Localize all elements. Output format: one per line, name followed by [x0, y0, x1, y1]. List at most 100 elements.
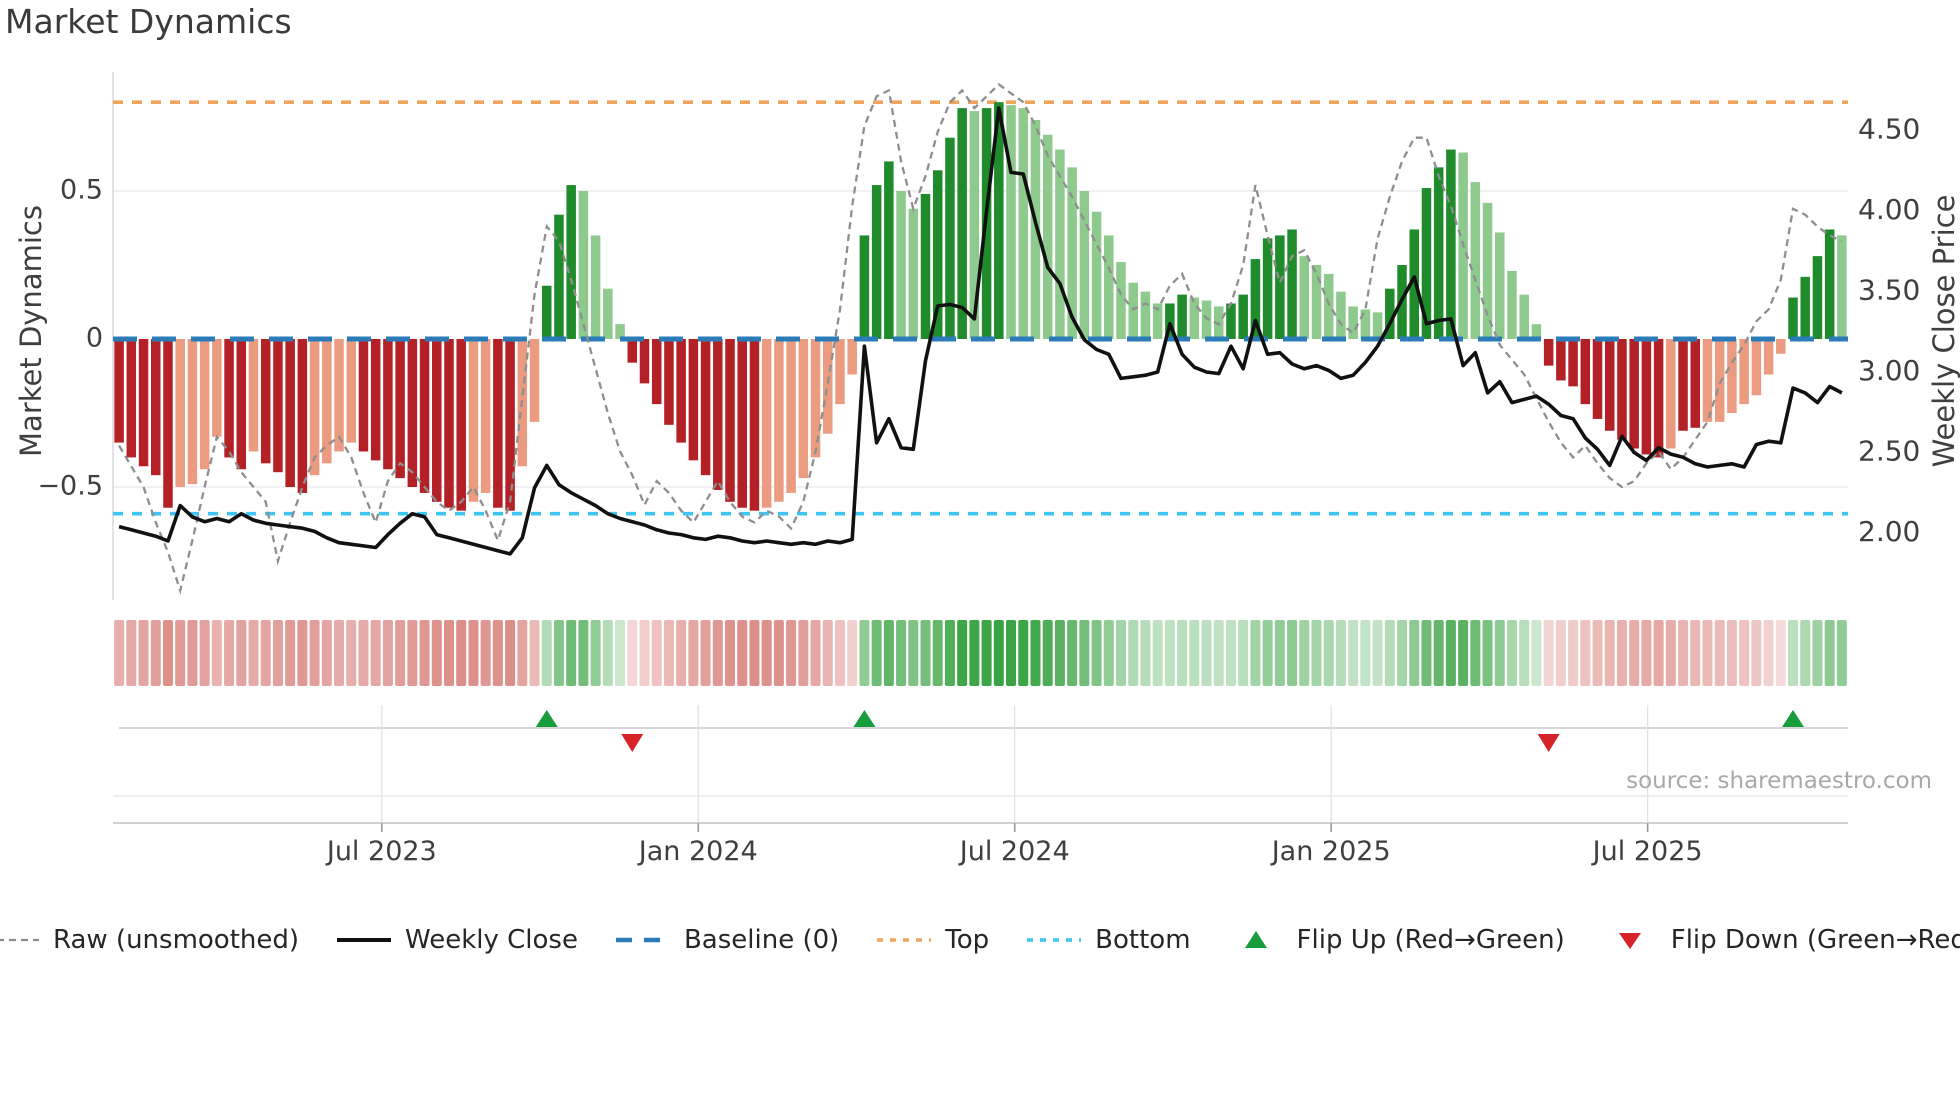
- right-tick-label: 3.50: [1858, 274, 1920, 307]
- oscillator-bar: [1275, 235, 1285, 339]
- oscillator-bar: [1140, 291, 1151, 339]
- oscillator-bar: [798, 339, 809, 479]
- oscillator-bar: [1226, 303, 1236, 339]
- oscillator-bar: [444, 339, 454, 508]
- oscillator-bar: [749, 339, 760, 511]
- heatmap-cell: [1494, 620, 1505, 686]
- heatmap-cell: [1348, 620, 1359, 686]
- heatmap-cell: [1164, 620, 1175, 686]
- oscillator-bar: [358, 339, 369, 452]
- heatmap-cell: [688, 620, 699, 686]
- oscillator-bar: [1470, 182, 1481, 339]
- heatmap-cell: [1653, 620, 1664, 686]
- oscillator-bar: [1617, 339, 1627, 440]
- oscillator-bar: [700, 339, 711, 476]
- heatmap-cell: [981, 620, 992, 686]
- heatmap-cell: [1018, 620, 1029, 686]
- oscillator-bar: [639, 339, 650, 384]
- oscillator-bar: [541, 285, 552, 339]
- dotted-cyan-swatch-icon: [1027, 938, 1082, 942]
- legend-item-label: Top: [945, 925, 990, 955]
- oscillator-bar: [1055, 149, 1065, 339]
- heatmap-cell: [211, 620, 222, 686]
- oscillator-bar: [114, 339, 124, 443]
- oscillator-bar: [126, 339, 137, 458]
- heatmap-cell: [1458, 620, 1469, 686]
- dashed-blue-swatch-icon: [615, 937, 670, 943]
- x-tick-label: Jul 2025: [1591, 836, 1703, 867]
- heatmap-cell: [126, 620, 137, 686]
- heatmap-cell: [1629, 620, 1640, 686]
- heatmap-cell: [1274, 620, 1285, 686]
- heatmap-cell: [175, 620, 186, 686]
- heatmap-cell: [272, 620, 283, 686]
- flip-up-marker: [1782, 710, 1805, 727]
- heatmap-cell: [199, 620, 210, 686]
- oscillator-bar: [1446, 149, 1456, 339]
- oscillator-bar: [432, 339, 442, 502]
- oscillator-bar: [1336, 291, 1346, 339]
- legend-item-label: Bottom: [1095, 925, 1191, 955]
- oscillator-bar: [187, 339, 198, 485]
- heatmap-cell: [663, 620, 674, 686]
- heatmap-cell: [1641, 620, 1652, 686]
- oscillator-bar: [1776, 339, 1786, 354]
- heatmap-cell: [150, 620, 161, 686]
- heatmap-cell: [346, 620, 357, 686]
- heatmap-cell: [1775, 620, 1786, 686]
- heatmap-cell: [224, 620, 235, 686]
- oscillator-bar: [627, 339, 638, 363]
- heatmap-cell: [590, 620, 601, 686]
- oscillator-bar: [1837, 235, 1847, 339]
- heatmap-cell: [1311, 620, 1322, 686]
- oscillator-bar: [1018, 108, 1029, 340]
- legend-item-label: Weekly Close: [405, 925, 578, 955]
- oscillator-bar: [651, 339, 662, 405]
- oscillator-bar: [175, 339, 185, 487]
- oscillator-bar: [566, 185, 576, 339]
- heatmap-cell: [847, 620, 858, 686]
- heatmap-cell: [1824, 620, 1835, 686]
- heatmap-cell: [334, 620, 345, 686]
- heatmap-cell: [1702, 620, 1713, 686]
- oscillator-bar: [737, 339, 747, 508]
- oscillator-bar: [590, 235, 601, 339]
- oscillator-bar: [1592, 339, 1603, 419]
- oscillator-bar: [664, 339, 674, 425]
- right-tick-label: 2.50: [1858, 435, 1920, 468]
- heatmap-cell: [761, 620, 772, 686]
- left-tick-label: −0.5: [37, 471, 103, 502]
- source-note: source: sharemaestro.com: [1626, 768, 1932, 794]
- heatmap-cell: [810, 620, 821, 686]
- heatmap-cell: [1299, 620, 1310, 686]
- triangle-down-red-swatch-icon: [1618, 933, 1641, 949]
- oscillator-bar: [908, 208, 919, 339]
- right-tick-label: 4.50: [1858, 113, 1920, 146]
- oscillator-bar: [1299, 256, 1310, 339]
- heatmap-cell: [1006, 620, 1017, 686]
- heatmap-cell: [602, 620, 613, 686]
- heatmap-cell: [578, 620, 589, 686]
- heatmap-cell: [553, 620, 564, 686]
- heatmap-cell: [615, 620, 626, 686]
- oscillator-bar: [1165, 303, 1175, 339]
- heatmap-cell: [1128, 620, 1139, 686]
- oscillator-bar: [370, 339, 381, 461]
- heatmap-cell: [1482, 620, 1493, 686]
- heatmap-cell: [871, 620, 882, 686]
- oscillator-bar: [1152, 303, 1163, 339]
- oscillator-bar: [578, 191, 589, 339]
- triangle-up-green-swatch-icon: [1244, 931, 1267, 948]
- heatmap-cell: [1555, 620, 1566, 686]
- heatmap-cell: [1421, 620, 1432, 686]
- oscillator-bar: [1702, 339, 1713, 422]
- heatmap-cell: [407, 620, 418, 686]
- oscillator-bar: [713, 339, 723, 490]
- heatmap-cell: [1042, 620, 1053, 686]
- legend-item-4: Bottom: [1025, 925, 1191, 955]
- heatmap-cell: [1714, 620, 1725, 686]
- oscillator-bar: [1104, 235, 1114, 339]
- heatmap-cell: [443, 620, 454, 686]
- heatmap-cell: [822, 620, 833, 686]
- oscillator-bar: [688, 339, 699, 461]
